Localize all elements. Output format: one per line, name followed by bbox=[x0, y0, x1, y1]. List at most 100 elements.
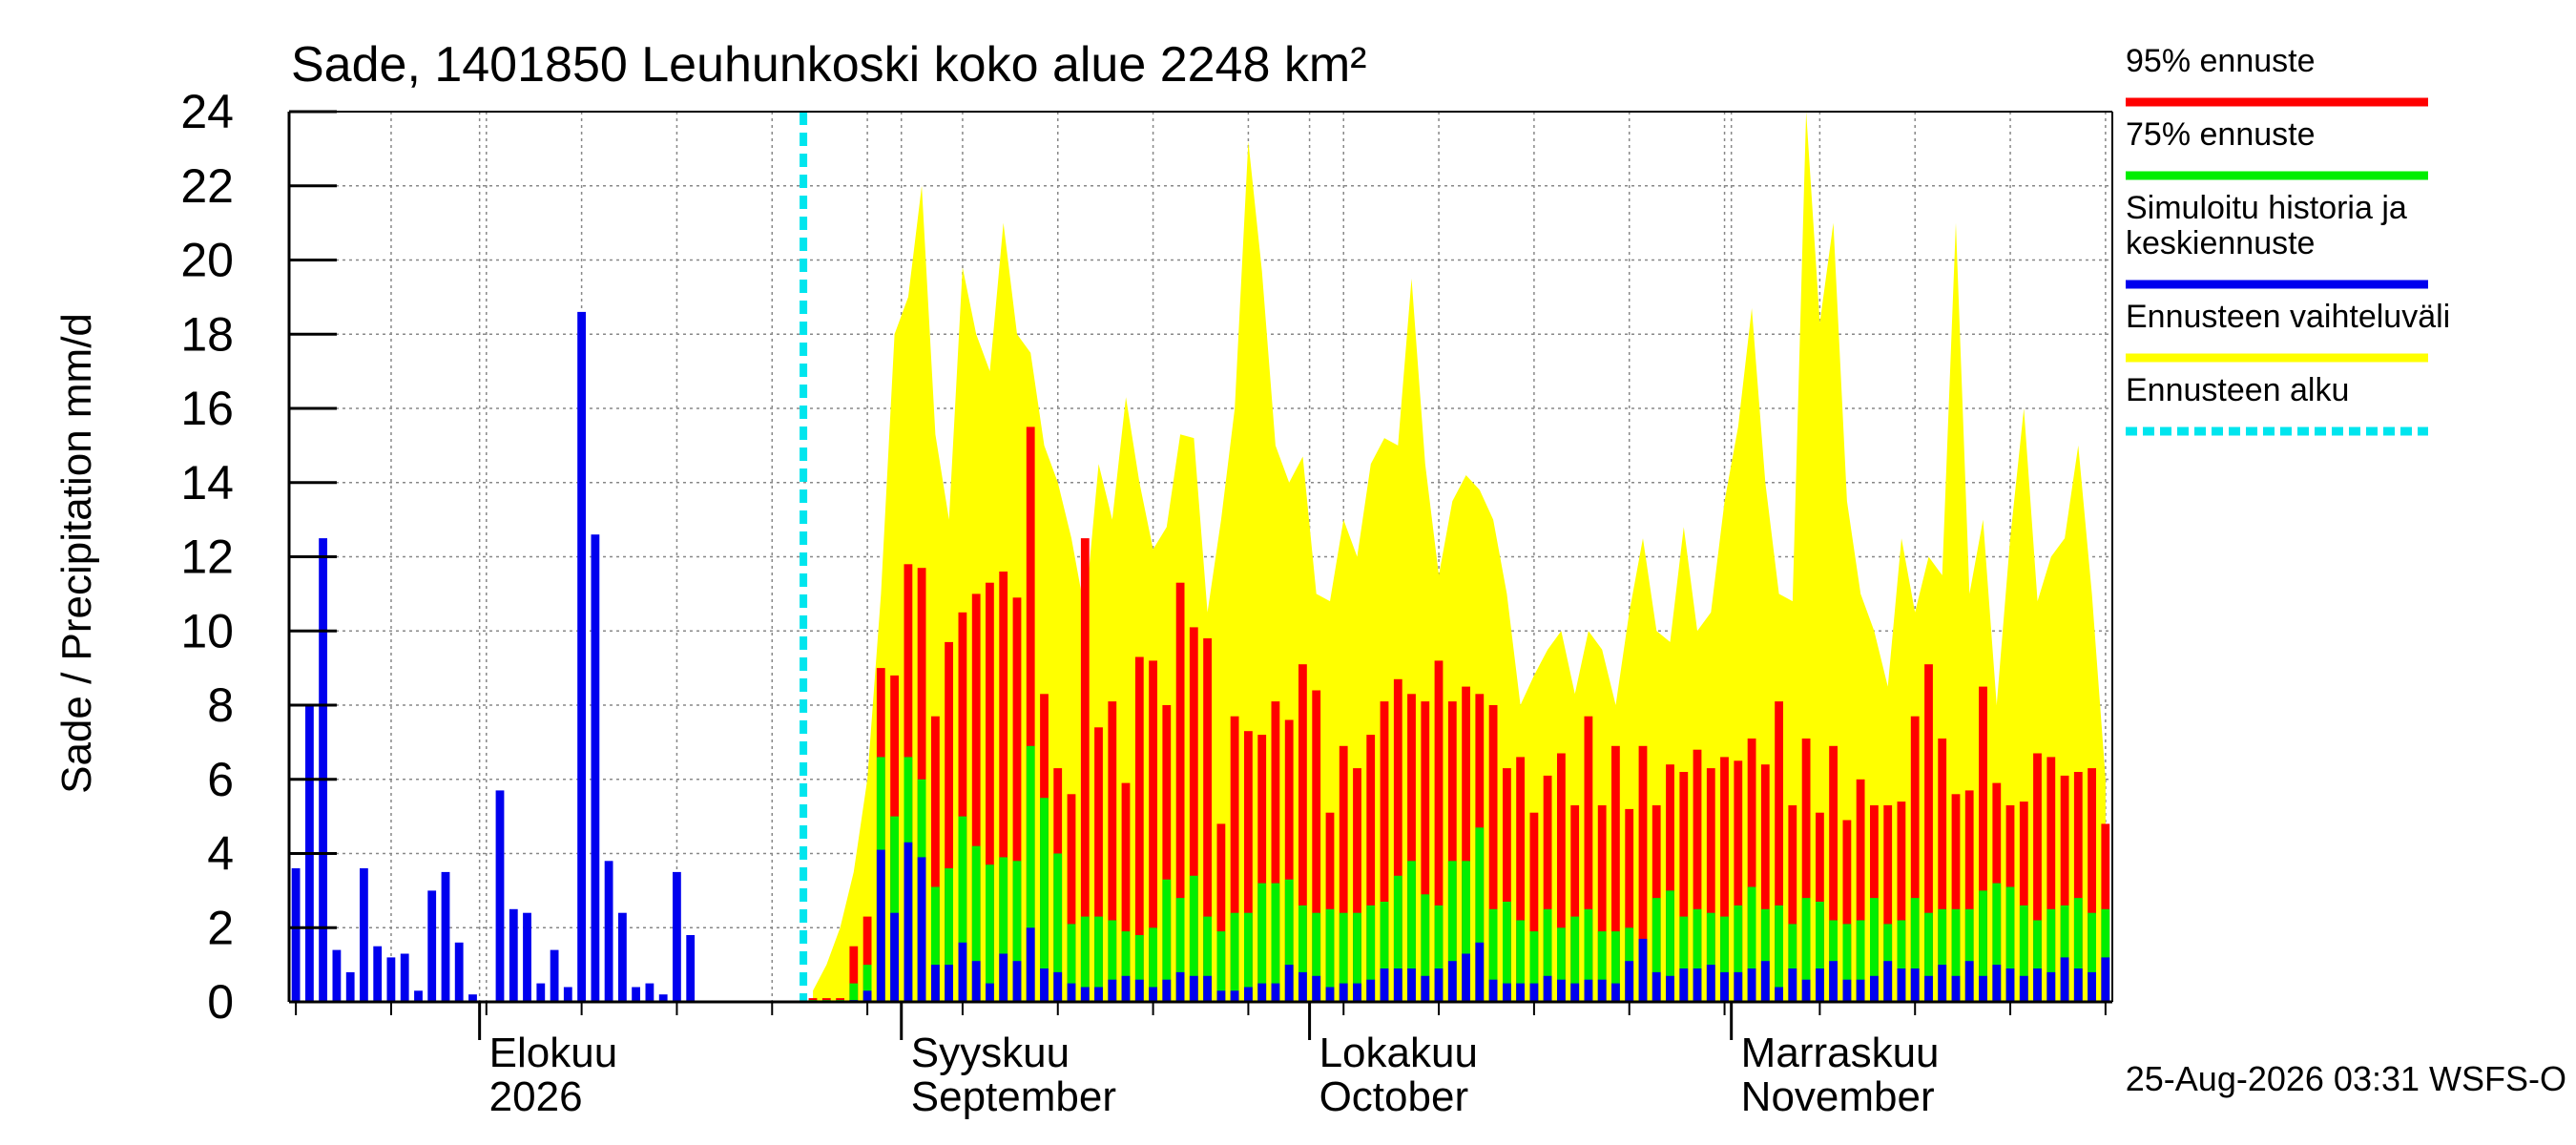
p75-bar bbox=[1557, 927, 1566, 1003]
mean-bar bbox=[904, 842, 913, 1002]
month-label: Syyskuu bbox=[911, 1030, 1070, 1076]
history-bar bbox=[386, 957, 396, 1002]
mean-bar bbox=[2088, 971, 2096, 1002]
mean-bar bbox=[2073, 968, 2083, 1002]
history-bar bbox=[345, 971, 355, 1002]
p75-bar bbox=[1938, 908, 1947, 1002]
mean-bar bbox=[1284, 965, 1294, 1002]
p75-bar bbox=[1503, 902, 1511, 1002]
mean-bar bbox=[1298, 971, 1307, 1002]
y-tick-label: 20 bbox=[180, 234, 234, 287]
p75-bar bbox=[1706, 912, 1715, 1002]
p95-bar bbox=[1339, 745, 1348, 1002]
p75-bar bbox=[999, 857, 1008, 1002]
p95-bar bbox=[1516, 757, 1525, 1002]
bars bbox=[291, 311, 2110, 1003]
p95-bar bbox=[862, 916, 872, 1002]
p95-bar bbox=[1462, 686, 1470, 1002]
mean-bar bbox=[1175, 971, 1185, 1002]
p75-bar bbox=[1284, 879, 1294, 1002]
p75-bar bbox=[849, 983, 859, 1002]
p95-bar bbox=[1503, 768, 1511, 1002]
p75-bar bbox=[1149, 927, 1157, 1003]
p95-bar bbox=[1706, 768, 1715, 1002]
p95-bar bbox=[1829, 745, 1838, 1002]
history-bar bbox=[291, 868, 301, 1002]
history-bar bbox=[577, 311, 586, 1002]
mean-bar bbox=[917, 857, 926, 1002]
legend-label: 75% ennuste bbox=[2126, 116, 2316, 153]
mean-bar bbox=[1216, 990, 1226, 1002]
mean-bar bbox=[1638, 938, 1648, 1002]
mean-bar bbox=[890, 912, 899, 1002]
mean-bar bbox=[1325, 987, 1335, 1002]
p95-bar bbox=[2046, 757, 2056, 1002]
p95-bar bbox=[1842, 820, 1852, 1002]
p95-bar bbox=[1734, 760, 1743, 1002]
p95-bar bbox=[1447, 701, 1457, 1002]
p95-bar bbox=[1216, 823, 1226, 1002]
mean-bar bbox=[1693, 968, 1702, 1002]
p75-bar bbox=[1162, 879, 1172, 1002]
p95-bar bbox=[1407, 694, 1416, 1002]
p75-bar bbox=[1462, 861, 1470, 1002]
p95-bar bbox=[1747, 739, 1756, 1002]
p75-bar bbox=[1353, 912, 1361, 1002]
p75-bar bbox=[1488, 908, 1498, 1002]
history-bar bbox=[618, 912, 627, 1002]
p75-bar bbox=[1475, 827, 1485, 1002]
month-label: Marraskuu bbox=[1741, 1030, 1940, 1076]
p75-bar bbox=[1760, 908, 1770, 1002]
p95-bar bbox=[1149, 660, 1157, 1002]
p95-bar bbox=[1421, 701, 1430, 1002]
mean-bar bbox=[1597, 979, 1607, 1002]
p95-bar bbox=[1625, 808, 1634, 1002]
p75-bar bbox=[1910, 898, 1920, 1002]
p75-bar bbox=[1584, 908, 1593, 1002]
mean-bar bbox=[1475, 942, 1485, 1002]
p95-bar bbox=[2019, 802, 2028, 1002]
p95-bar bbox=[1353, 768, 1361, 1002]
p75-bar bbox=[1026, 745, 1035, 1002]
y-tick-label: 22 bbox=[180, 159, 234, 213]
mean-bar bbox=[1883, 961, 1893, 1002]
y-tick-label: 16 bbox=[180, 382, 234, 435]
p75-bar bbox=[1801, 898, 1811, 1002]
month-label-secondary: 2026 bbox=[489, 1073, 583, 1120]
p95-bar bbox=[1012, 597, 1022, 1002]
timestamp: 25-Aug-2026 03:31 WSFS-O bbox=[2126, 1059, 2566, 1098]
p75-bar bbox=[971, 845, 981, 1002]
history-bar bbox=[523, 912, 531, 1002]
y-tick-label: 4 bbox=[207, 827, 234, 881]
p95-bar bbox=[1775, 701, 1783, 1002]
p95-bar bbox=[1979, 686, 1987, 1002]
history-bar bbox=[332, 949, 342, 1002]
p95-bar bbox=[1529, 812, 1539, 1002]
history-bar bbox=[645, 983, 654, 1002]
mean-bar bbox=[971, 961, 981, 1002]
p75-bar bbox=[1421, 894, 1430, 1002]
history-bar bbox=[550, 949, 559, 1002]
history-bar bbox=[686, 935, 696, 1002]
mean-bar bbox=[1625, 961, 1634, 1002]
p75-bar bbox=[1216, 931, 1226, 1002]
mean-bar bbox=[1870, 975, 1879, 1002]
mean-bar bbox=[1964, 961, 1974, 1002]
p75-bar bbox=[1924, 912, 1933, 1002]
mean-bar bbox=[1788, 968, 1797, 1002]
p95-bar bbox=[1801, 739, 1811, 1002]
mean-bar bbox=[1434, 968, 1444, 1002]
mean-bar bbox=[1570, 983, 1580, 1002]
mean-bar bbox=[1080, 987, 1090, 1002]
chart-title: Sade, 1401850 Leuhunkoski koko alue 2248… bbox=[291, 37, 1366, 93]
p75-bar bbox=[1407, 861, 1416, 1002]
mean-bar bbox=[2005, 968, 2015, 1002]
mean-bar bbox=[1829, 961, 1838, 1002]
y-tick-label: 0 bbox=[207, 975, 234, 1029]
p75-bar bbox=[1447, 861, 1457, 1002]
mean-bar bbox=[1407, 968, 1416, 1002]
legend-label: Ennusteen vaihteluväli bbox=[2126, 299, 2450, 335]
mean-bar bbox=[2046, 971, 2056, 1002]
month-label: Lokakuu bbox=[1319, 1030, 1478, 1076]
history-bar bbox=[563, 987, 572, 1002]
